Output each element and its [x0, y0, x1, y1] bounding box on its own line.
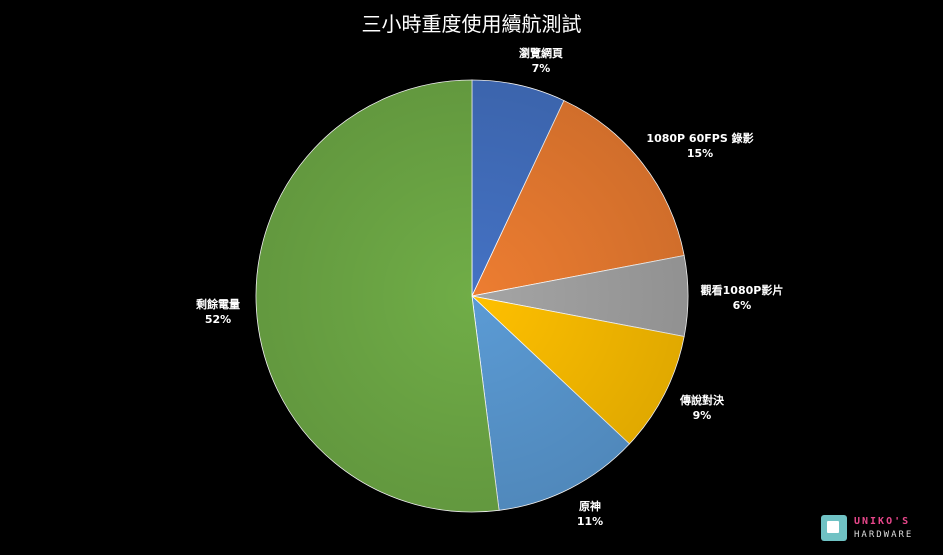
watermark-sub: HARDWARE — [854, 530, 914, 540]
slice-label: 傳說對決 9% — [680, 393, 724, 423]
chart-title: 三小時重度使用續航測試 — [361, 12, 582, 36]
slice-name: 觀看1080P影片 — [700, 284, 784, 297]
slice-name: 原神 — [579, 500, 601, 513]
slice-percent: 52% — [204, 313, 232, 326]
slice-percent: 6% — [732, 299, 752, 312]
slice-name: 瀏覽網頁 — [519, 47, 563, 60]
slice-label: 剩餘電量 52% — [196, 297, 240, 327]
slice-label: 觀看1080P影片 6% — [701, 283, 784, 313]
logo-icon — [821, 515, 847, 541]
slice-label: 瀏覽網頁 7% — [519, 46, 563, 76]
pie-slice — [255, 79, 500, 513]
slice-label: 原神 11% — [577, 499, 603, 529]
slice-label: 1080P 60FPS 錄影 15% — [646, 131, 753, 161]
watermark-brand: UNIKO'S — [854, 516, 911, 527]
slice-name: 1080P 60FPS 錄影 — [646, 132, 754, 145]
slice-name: 傳說對決 — [680, 394, 724, 407]
slice-percent: 9% — [692, 409, 712, 422]
slice-percent: 11% — [576, 515, 604, 528]
slice-percent: 15% — [686, 147, 714, 160]
slice-percent: 7% — [531, 62, 551, 75]
watermark-logo: UNIKO'S HARDWARE — [821, 515, 933, 543]
slice-name: 剩餘電量 — [196, 298, 240, 311]
